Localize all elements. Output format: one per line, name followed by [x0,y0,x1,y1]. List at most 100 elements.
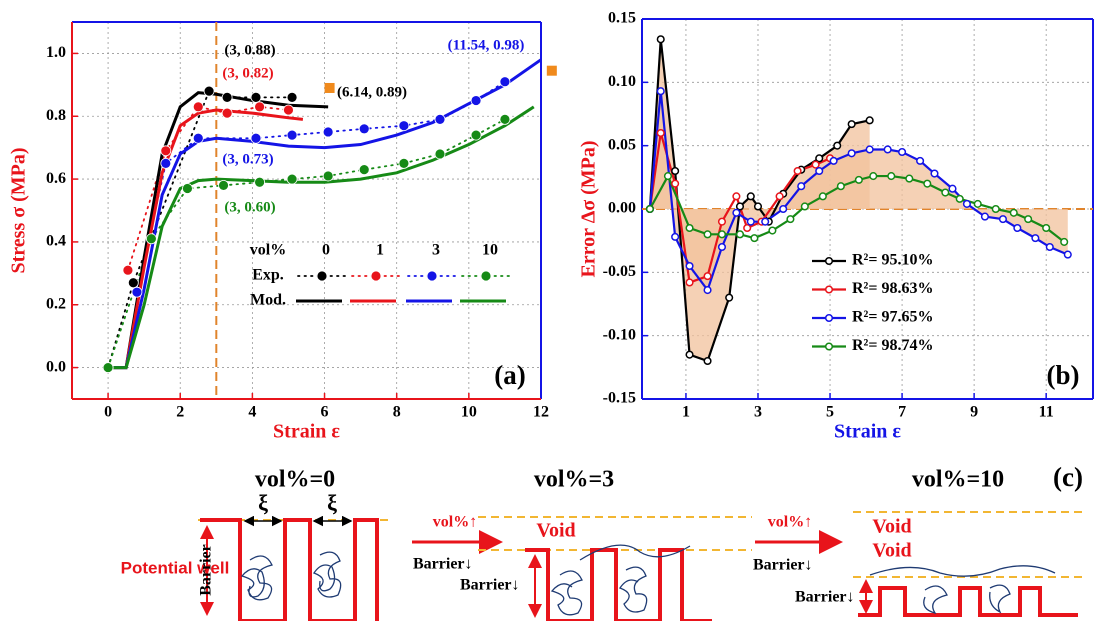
data-point [865,116,874,125]
y-tick-label: 0.0 [46,358,66,375]
data-point [703,272,712,281]
annotation: (11.54, 0.98) [448,37,525,53]
y-axis-label: Error Δσ (MPa) [578,140,600,277]
model-line [108,108,304,370]
x-tick-label: 0 [104,404,112,421]
x-tick-label: 1 [682,404,690,421]
y-tick-label: -0.15 [603,390,636,407]
x-axis-label: Strain ε [834,421,901,443]
chart: 1 3 5 7 9 11 -0.15 -0.10 -0.05 0.00 0.05 0.10 0.15 St… [578,10,1094,443]
data-point [685,223,694,233]
data-point [991,204,1000,214]
data-point [322,170,334,182]
data-point [883,145,892,154]
y-axis-label: Stress σ (MPa) [8,147,30,273]
data-point [434,113,446,125]
data-point [122,264,134,276]
data-point [717,242,727,252]
data-point [797,182,806,191]
annotation: (6.14, 0.89) [337,84,407,100]
data-point [815,154,824,163]
data-point [358,123,370,135]
data-point [470,129,482,141]
data-point [930,169,939,178]
legend-entry: R²= 97.65% [852,309,933,326]
legend-swatch [370,270,382,282]
xi-label: ξ [327,490,337,515]
data-point [358,164,370,176]
polymer-chain [240,555,273,601]
data-point [811,160,820,169]
data-point [916,156,925,165]
data-point [793,166,802,176]
data-point [786,215,795,224]
y-tick-label: -0.05 [603,263,636,280]
data-point [775,192,784,201]
data-point [221,92,233,103]
data-point [1063,250,1072,259]
x-tick-label: 8 [393,404,401,421]
x-tick-label: 7 [898,404,906,421]
x-tick-label: 10 [461,404,477,421]
y-tick-label: 0.00 [608,200,636,217]
legend-row-label: Exp. [252,267,284,284]
panel-label: (c) [1053,462,1083,492]
data-point [656,128,665,138]
data-square [546,65,557,76]
data-point [645,204,654,214]
data-point [743,223,752,233]
data-point [998,215,1007,224]
data-point [160,157,172,169]
x-tick-label: 6 [321,404,329,421]
y-tick-label: 0.10 [608,73,636,90]
legend-swatch [824,342,834,351]
legend-header: vol% [250,242,286,259]
data-point [1060,237,1069,246]
data-point [1013,223,1022,233]
data-point [753,202,763,211]
annotation: (3, 0.82) [222,65,273,81]
data-point [127,277,139,289]
data-point [746,192,755,201]
data-point [818,192,827,201]
data-point [192,132,204,144]
data-point [898,147,907,157]
void-label: Void [872,540,911,562]
x-axis-label: Strain ε [273,421,340,443]
legend-swatch [480,270,492,282]
barrier-label: Barrier↓ [413,556,473,573]
y-tick-label: 0.2 [46,295,66,312]
annotation: (3, 0.73) [222,151,273,167]
data-point [499,76,511,88]
model-line [108,105,535,370]
barrier-label: Barrier↓ [753,557,813,574]
data-point [656,35,665,44]
data-point [160,145,172,157]
vol-label: vol%↑ [768,514,812,531]
void-label: Void [872,516,911,538]
data-point [250,92,262,103]
data-point [887,172,896,181]
data-point [717,217,727,226]
state-title: vol%=0 [255,467,335,493]
data-point [941,188,950,197]
data-point [221,107,233,119]
shaded-area [649,91,1068,291]
data-point [703,286,712,295]
data-point [869,172,878,181]
data-point [218,179,229,191]
data-point [131,286,143,298]
dotted-line [107,89,293,369]
data-point [836,182,845,191]
data-point [685,278,694,287]
data-point [283,104,294,116]
data-point [854,175,863,184]
data-point [1045,242,1054,252]
panel-label: (a) [494,360,525,390]
data-point [145,233,157,245]
data-point [732,208,741,217]
xi-label: ξ [258,490,268,515]
x-tick-label: 3 [754,404,762,421]
data-point [499,113,511,125]
